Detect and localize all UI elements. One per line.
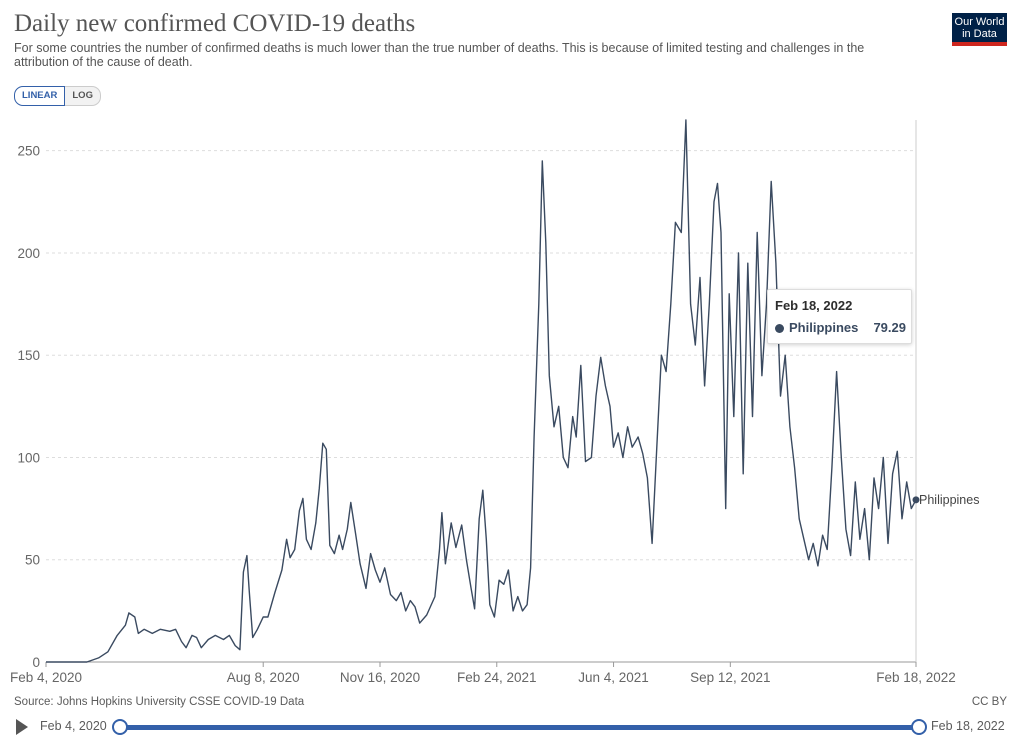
x-tick-label: Aug 8, 2020 — [227, 670, 300, 685]
x-tick-label: Sep 12, 2021 — [690, 670, 770, 685]
timeline-end-handle[interactable] — [911, 719, 927, 735]
timeline-start-handle[interactable] — [112, 719, 128, 735]
x-tick-label: Feb 24, 2021 — [457, 670, 537, 685]
x-tick-label: Nov 16, 2020 — [340, 670, 420, 685]
scale-toggle: LINEAR LOG — [14, 86, 101, 106]
owid-logo[interactable]: Our World in Data — [952, 13, 1007, 46]
x-tick-label: Feb 18, 2022 — [876, 670, 956, 685]
tooltip-value: 79.29 — [873, 320, 906, 335]
license-link[interactable]: CC BY — [971, 696, 1007, 708]
x-tick-label: Feb 4, 2020 — [10, 670, 82, 685]
y-tick-label: 50 — [25, 553, 40, 568]
y-tick-label: 0 — [32, 655, 40, 670]
log-scale-button[interactable]: LOG — [65, 86, 101, 106]
y-tick-label: 250 — [17, 144, 40, 159]
tooltip-date: Feb 18, 2022 — [775, 298, 853, 313]
chart-subtitle: For some countries the number of confirm… — [14, 41, 865, 69]
series-line — [46, 119, 917, 663]
source-note: Source: Johns Hopkins University CSSE CO… — [14, 696, 305, 708]
line-chart[interactable]: 0 50 100 150 200 250 Feb 4, 2020 Aug 8, 2020 Nov… — [0, 0, 1023, 700]
y-tick-label: 150 — [17, 348, 40, 363]
linear-scale-button[interactable]: LINEAR — [14, 86, 66, 106]
chart-title: Daily new confirmed COVID-19 deaths — [14, 10, 416, 37]
timeline-track[interactable] — [119, 725, 918, 730]
tooltip: Feb 18, 2022 Philippines 79.29 — [767, 289, 912, 344]
y-tick-label: 100 — [17, 450, 40, 465]
timeline-end-label: Feb 18, 2022 — [931, 719, 1005, 733]
series-end-point — [912, 496, 920, 504]
play-icon[interactable] — [16, 719, 28, 735]
logo-line2: in Data — [962, 28, 997, 40]
timeline-start-label: Feb 4, 2020 — [40, 719, 107, 733]
y-tick-label: 200 — [17, 246, 40, 261]
series-end-label: Philippines — [919, 493, 979, 507]
tooltip-series-dot — [775, 324, 784, 333]
x-tick-label: Jun 4, 2021 — [578, 670, 649, 685]
tooltip-series-name: Philippines — [789, 320, 859, 335]
logo-line1: Our World — [954, 16, 1005, 28]
